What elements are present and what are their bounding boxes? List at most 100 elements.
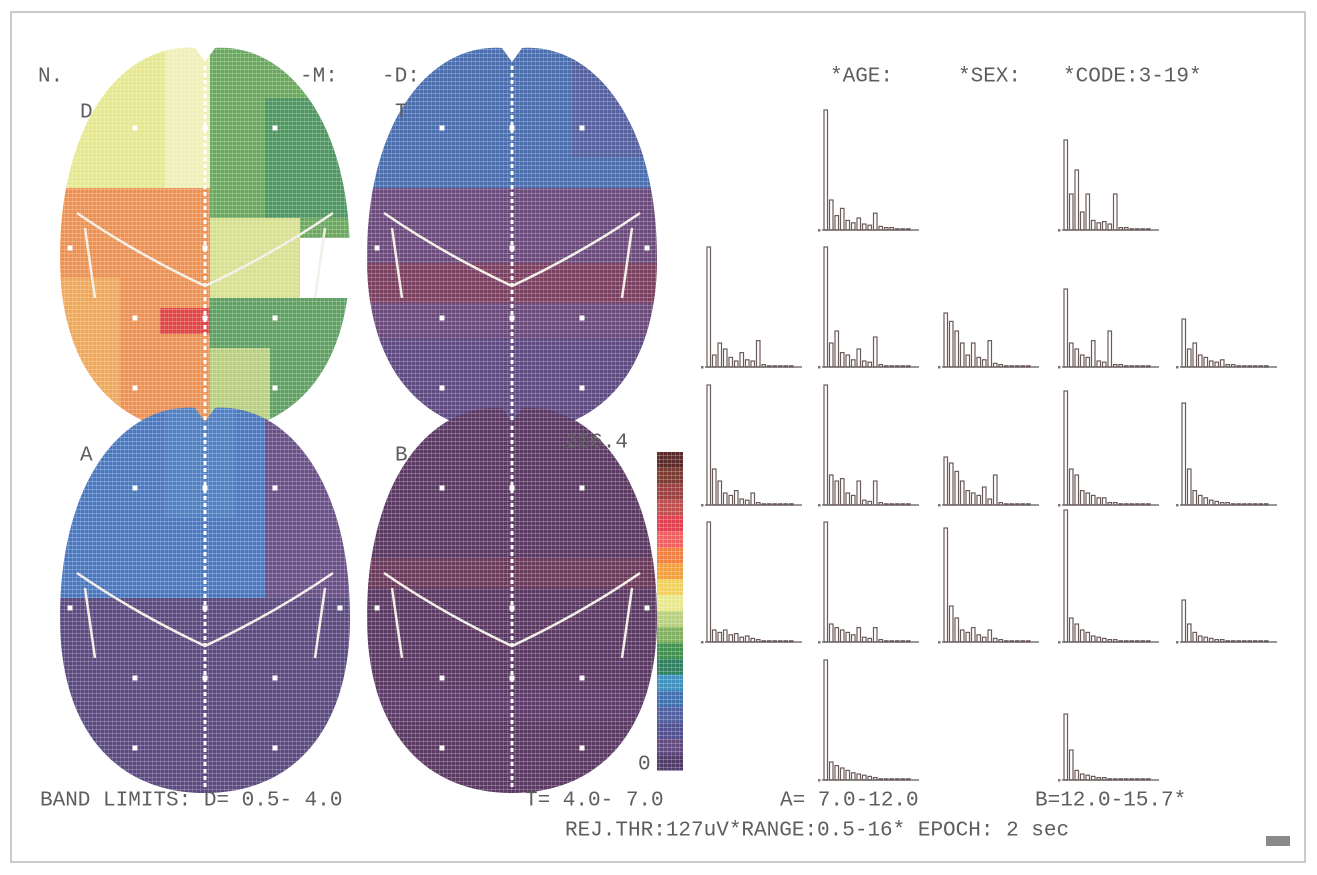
spectrum-bar — [706, 384, 712, 506]
spectrum-bar — [1112, 778, 1118, 781]
spectrum-bar — [1009, 365, 1015, 368]
spectrum-bar — [739, 352, 745, 368]
band-limit: T= 4.0- 7.0 — [525, 790, 664, 813]
spectrum-bar — [777, 503, 783, 506]
spectrum-bar — [1074, 623, 1080, 643]
spectrum-origin — [1176, 504, 1179, 507]
spectrum-bar — [861, 223, 867, 231]
spectrum-bar — [861, 774, 867, 781]
contour — [313, 227, 327, 299]
spectrum-origin — [938, 641, 941, 644]
spectrum-bar — [987, 340, 993, 368]
spectrum-bar — [878, 364, 884, 368]
spectrum-bar — [739, 636, 745, 643]
spectrum-bar — [1129, 228, 1135, 231]
spectrum-bar — [1123, 365, 1129, 368]
spectrum-bar — [894, 640, 900, 643]
spectrum-bar — [1197, 635, 1203, 643]
spectrum-bar — [867, 361, 873, 368]
spectrum-bar — [1112, 502, 1118, 506]
spectrum-bar — [1068, 468, 1074, 506]
spectrum-bar — [834, 626, 840, 643]
spectrum-bar — [1020, 365, 1026, 368]
spectrum-bar — [1208, 637, 1214, 643]
spectrum-bar — [1203, 497, 1209, 506]
spectrum-bar — [1101, 637, 1107, 643]
spectrum-bar — [943, 456, 949, 506]
contour — [390, 227, 404, 299]
spectrum-bar — [1112, 193, 1118, 231]
spectrum-bar — [1118, 778, 1124, 781]
electrode — [439, 385, 445, 391]
spectrum-bar — [1252, 503, 1258, 506]
spectrum-bar — [823, 109, 829, 231]
electrode — [132, 485, 138, 491]
electrode — [509, 485, 515, 491]
electrode — [509, 605, 515, 611]
map-label: A — [80, 445, 93, 468]
spectrum-bar — [1258, 503, 1264, 506]
electrode — [132, 385, 138, 391]
spectrum-bar — [733, 632, 739, 643]
spectrum-bar — [1192, 342, 1198, 368]
spectrum-bar — [1225, 640, 1231, 643]
electrode — [579, 315, 585, 321]
spectrum-bar — [706, 521, 712, 643]
spectrum-bar — [1101, 497, 1107, 506]
spectrum-bar — [905, 640, 911, 643]
spectrum-bar — [987, 498, 993, 506]
spectrum-bar — [856, 626, 862, 643]
spectrum-bar — [1219, 502, 1225, 506]
electrode — [272, 385, 278, 391]
electrode — [202, 485, 208, 491]
contour — [620, 227, 634, 299]
electrode — [132, 675, 138, 681]
spectrum-bar — [894, 365, 900, 368]
electrode — [202, 245, 208, 251]
spectrum-bar — [861, 636, 867, 643]
header-field: *AGE: — [830, 66, 893, 89]
spectrum-bar — [1118, 227, 1124, 231]
spectrum-bar — [861, 360, 867, 368]
spectrum-bar — [1090, 219, 1096, 231]
spectrum-bar — [783, 503, 789, 506]
spectrum-bar — [1085, 774, 1091, 781]
spectrum-bar — [1214, 361, 1220, 368]
spectrum-bar — [948, 320, 954, 368]
spectrum-bar — [1129, 778, 1135, 781]
spectrum-bar — [850, 494, 856, 506]
spectrum-bar — [1020, 503, 1026, 506]
spectrum-bar — [1090, 635, 1096, 643]
spectrum-bar — [948, 605, 954, 643]
spectrum-bar — [766, 640, 772, 643]
spectrum-bar — [823, 521, 829, 643]
spectrum-bar — [867, 637, 873, 643]
spectrum-bar — [823, 384, 829, 506]
spectrum-bar — [845, 631, 851, 643]
spectrum-bar — [755, 638, 761, 643]
spectrum-bar — [900, 503, 906, 506]
spectrum-bar — [1101, 776, 1107, 781]
spectrum-bar — [1025, 503, 1031, 506]
electrode — [202, 605, 208, 611]
electrode — [67, 605, 73, 611]
spectrum-bar — [878, 638, 884, 643]
spectrum-bar — [1140, 503, 1146, 506]
spectrum-bar — [1247, 365, 1253, 368]
spectrum-bar — [976, 494, 982, 506]
spectrum-bar — [959, 629, 965, 643]
spectrum-bar — [943, 312, 949, 368]
spectrum-bar — [750, 360, 756, 368]
spectrum-bar — [889, 365, 895, 368]
spectrum-bar — [1107, 778, 1113, 781]
spectrum-bar — [965, 631, 971, 643]
spectrum-bar — [900, 365, 906, 368]
spectrum-bar — [976, 634, 982, 643]
spectrum-bar — [1214, 500, 1220, 506]
electrode — [644, 245, 650, 251]
spectrum-bar — [733, 360, 739, 368]
spectrum-bar — [856, 480, 862, 506]
spectrum-bar — [1129, 640, 1135, 643]
